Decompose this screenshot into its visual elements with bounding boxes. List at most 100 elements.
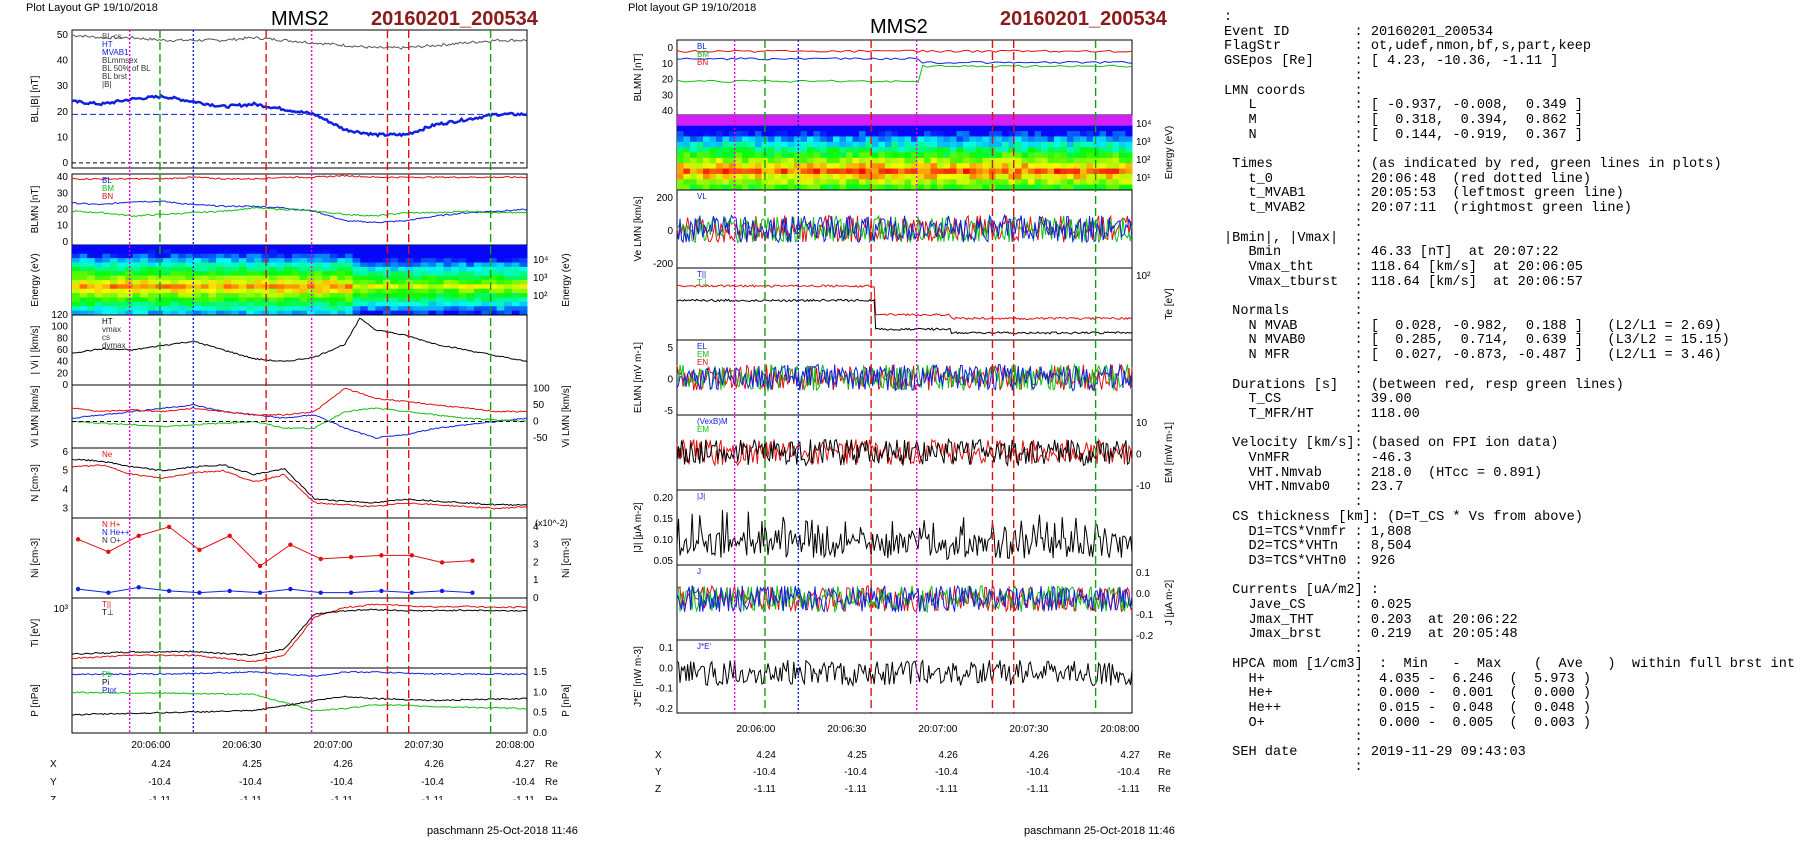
right-axis-label: Vi LMN [km/s] xyxy=(561,385,572,447)
electron-spectrogram-cell xyxy=(852,152,860,159)
electron-spectrogram-cell xyxy=(742,179,749,186)
spectrogram-cell xyxy=(443,249,452,255)
electron-spectrogram-cell xyxy=(748,120,756,127)
spectrogram-cell xyxy=(451,280,460,285)
right-ylabel: J [μA m-2] xyxy=(1164,580,1175,625)
electron-spectrogram-cell xyxy=(982,120,990,127)
spectrogram-cell xyxy=(163,288,172,294)
electron-spectrogram-cell xyxy=(807,184,814,191)
electron-spectrogram-cell xyxy=(937,179,944,186)
spectrogram-cell xyxy=(345,245,354,250)
y-tick-label: 1.0 xyxy=(533,687,547,698)
electron-spectrogram-cell xyxy=(1002,136,1009,143)
spectrogram-cell xyxy=(109,288,118,294)
spectrogram-cell xyxy=(458,271,467,277)
electron-spectrogram-cell xyxy=(781,179,788,186)
electron-spectrogram-cell xyxy=(787,173,795,180)
right-legend-entry: (VexB)M xyxy=(697,417,728,426)
spectrogram-cell xyxy=(132,301,141,307)
series-line xyxy=(71,387,528,416)
right-ephemeris-unit: Re xyxy=(1158,750,1171,761)
spectrogram-cell xyxy=(481,310,490,316)
spectrogram-cell xyxy=(178,301,187,307)
ephemeris-row-label: Z xyxy=(50,795,56,800)
electron-spectrogram-cell xyxy=(898,163,905,170)
electron-spectrogram-cell xyxy=(768,179,775,186)
electron-spectrogram-cell xyxy=(703,152,710,159)
spectrogram-cell xyxy=(519,258,528,263)
electron-spectrogram-cell xyxy=(911,168,918,175)
electron-spectrogram-cell xyxy=(755,184,762,191)
spectrogram-cell xyxy=(314,280,323,285)
spectrogram-cell xyxy=(193,253,202,259)
electron-spectrogram-cell xyxy=(677,125,684,132)
spectrogram-cell xyxy=(208,266,217,272)
spectrogram-cell xyxy=(458,266,467,272)
electron-spectrogram-cell xyxy=(1034,115,1042,121)
electron-spectrogram-cell xyxy=(1021,136,1029,143)
electron-spectrogram-cell xyxy=(781,136,788,143)
electron-spectrogram-cell xyxy=(982,173,990,180)
electron-spectrogram-cell xyxy=(826,115,834,121)
spectrogram-cell xyxy=(109,275,118,281)
electron-spectrogram-cell xyxy=(768,141,775,148)
electron-spectrogram-cell xyxy=(768,184,775,191)
spectrogram-cell xyxy=(390,245,399,250)
right-ephemeris-value: -1.11 xyxy=(936,784,958,795)
spectrogram-cell xyxy=(314,275,323,281)
electron-spectrogram-cell xyxy=(911,152,918,159)
spectrogram-cell xyxy=(458,253,467,259)
electron-spectrogram-cell xyxy=(748,125,756,132)
spectrogram-cell xyxy=(163,280,172,285)
electron-spectrogram-cell xyxy=(781,115,788,121)
spectrogram-cell xyxy=(125,301,134,307)
spectrogram-cell xyxy=(72,258,81,263)
legend-entry: N O+ xyxy=(102,536,121,545)
spectrogram-cell xyxy=(94,293,103,298)
spectrogram-cell xyxy=(436,301,445,307)
electron-spectrogram-cell xyxy=(690,179,697,186)
y-tick-label: 80 xyxy=(57,333,69,344)
spectrogram-cell xyxy=(420,249,429,255)
info-line: SEH date : 2019-11-29 09:43:03 xyxy=(1224,745,1526,760)
electron-spectrogram-cell xyxy=(690,163,697,170)
electron-spectrogram-cell xyxy=(787,179,795,186)
spectrogram-cell xyxy=(132,297,141,303)
spectrogram-cell xyxy=(94,297,103,303)
electron-spectrogram-cell xyxy=(1093,173,1100,180)
spectrogram-cell xyxy=(405,280,414,285)
electron-spectrogram-cell xyxy=(1080,179,1087,186)
spectrogram-cell xyxy=(208,249,217,255)
electron-spectrogram-cell xyxy=(1125,184,1133,191)
energy-tick-label: 10⁴ xyxy=(1136,119,1151,130)
electron-spectrogram-cell xyxy=(1112,168,1120,175)
info-line: N MVAB : [ 0.028, -0.982, 0.188 ] (L2/L1… xyxy=(1224,318,1722,334)
spectrogram-cell xyxy=(504,245,513,250)
electron-spectrogram-cell xyxy=(917,115,925,121)
spectrogram-cell xyxy=(436,262,445,268)
electron-spectrogram-cell xyxy=(729,173,736,180)
electron-spectrogram-cell xyxy=(755,115,762,121)
right-series-line xyxy=(676,363,1133,392)
electron-spectrogram-cell xyxy=(774,179,782,186)
electron-spectrogram-cell xyxy=(794,125,801,132)
series-line xyxy=(78,586,473,594)
electron-spectrogram-cell xyxy=(943,168,951,175)
electron-spectrogram-cell xyxy=(937,141,944,148)
electron-spectrogram-cell xyxy=(859,115,866,121)
electron-spectrogram-cell xyxy=(891,184,899,191)
right-panel-frame xyxy=(676,339,1133,416)
electron-spectrogram-cell xyxy=(1119,152,1126,159)
electron-spectrogram-cell xyxy=(846,168,853,175)
spectrogram-cell xyxy=(231,266,240,272)
electron-spectrogram-cell xyxy=(937,147,944,153)
electron-spectrogram-cell xyxy=(943,125,951,132)
electron-spectrogram-cell xyxy=(852,147,860,153)
electron-spectrogram-cell xyxy=(748,115,756,121)
electron-spectrogram-cell xyxy=(872,147,879,153)
electron-spectrogram-cell xyxy=(839,131,847,137)
electron-spectrogram-cell xyxy=(1041,179,1048,186)
spectrogram-cell xyxy=(216,275,225,281)
electron-spectrogram-cell xyxy=(969,157,977,164)
spectrogram-cell xyxy=(261,253,270,259)
